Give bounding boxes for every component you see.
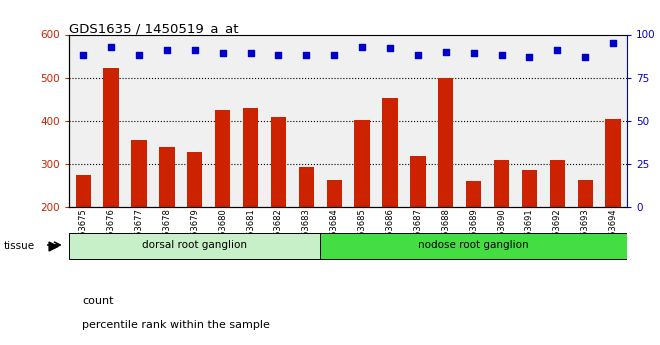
Point bbox=[217, 51, 228, 56]
Bar bbox=[466, 181, 481, 293]
Bar bbox=[69, 233, 320, 259]
Point bbox=[134, 52, 145, 58]
Point bbox=[78, 52, 88, 58]
Text: count: count bbox=[82, 296, 114, 306]
Text: percentile rank within the sample: percentile rank within the sample bbox=[82, 320, 271, 330]
Text: nodose root ganglion: nodose root ganglion bbox=[418, 240, 529, 250]
Text: dorsal root ganglion: dorsal root ganglion bbox=[143, 240, 248, 250]
Point bbox=[524, 54, 535, 60]
Point bbox=[496, 52, 507, 58]
Point bbox=[48, 243, 58, 248]
Point bbox=[329, 52, 339, 58]
Point bbox=[469, 51, 479, 56]
Bar bbox=[104, 68, 119, 293]
Bar bbox=[215, 110, 230, 293]
Bar bbox=[605, 119, 620, 293]
Bar bbox=[76, 175, 91, 293]
Bar bbox=[187, 152, 203, 293]
Bar bbox=[494, 160, 509, 293]
Point bbox=[106, 44, 116, 49]
Bar bbox=[271, 117, 286, 293]
Point bbox=[552, 47, 562, 53]
Bar bbox=[550, 160, 565, 293]
Point bbox=[246, 51, 256, 56]
Bar bbox=[243, 108, 258, 293]
Bar bbox=[131, 140, 147, 293]
Point bbox=[189, 47, 200, 53]
Bar bbox=[299, 167, 314, 293]
Point bbox=[440, 49, 451, 55]
Bar bbox=[578, 180, 593, 293]
Text: GDS1635 / 1450519_a_at: GDS1635 / 1450519_a_at bbox=[69, 22, 239, 36]
Bar bbox=[438, 78, 453, 293]
Point bbox=[162, 47, 172, 53]
Point bbox=[357, 44, 368, 49]
Point bbox=[580, 54, 591, 60]
Bar bbox=[320, 233, 627, 259]
Point bbox=[608, 40, 618, 46]
Point bbox=[273, 52, 284, 58]
Bar bbox=[382, 98, 397, 293]
Point bbox=[301, 52, 312, 58]
Bar bbox=[411, 156, 426, 293]
Bar bbox=[327, 180, 342, 293]
Point bbox=[412, 52, 423, 58]
Point bbox=[385, 46, 395, 51]
Bar bbox=[522, 170, 537, 293]
Text: tissue: tissue bbox=[3, 241, 34, 251]
Bar bbox=[354, 120, 370, 293]
Bar bbox=[159, 147, 174, 293]
